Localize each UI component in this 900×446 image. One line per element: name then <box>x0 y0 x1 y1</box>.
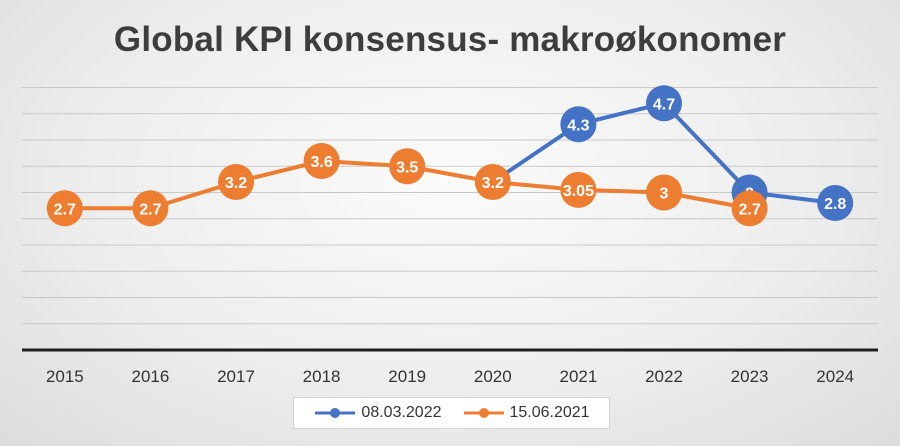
x-tick-label-2024: 2024 <box>816 367 854 386</box>
x-tick-label-2018: 2018 <box>303 367 341 386</box>
x-tick-label-2023: 2023 <box>731 367 769 386</box>
data-point <box>218 164 254 200</box>
data-label: 2.8 <box>824 196 846 213</box>
legend: 08.03.2022 15.06.2021 <box>293 397 610 429</box>
legend-label-series-2: 15.06.2021 <box>509 404 590 421</box>
legend-marker-series-2 <box>463 408 504 418</box>
data-label: 3.05 <box>563 183 594 200</box>
data-point <box>646 174 682 211</box>
series-2: 2.7 2.7 3.2 3.6 3.5 3.2 3.05 3 2.7 <box>46 143 768 227</box>
data-label: 3.2 <box>482 175 504 192</box>
data-point <box>560 106 597 143</box>
legend-marker-series-1 <box>315 408 356 418</box>
data-label: 3.6 <box>310 154 332 171</box>
data-point <box>46 190 83 227</box>
data-point <box>474 164 511 200</box>
data-point <box>731 190 768 227</box>
x-tick-label-2020: 2020 <box>474 367 512 386</box>
gridlines <box>22 87 878 325</box>
x-tick-label-2021: 2021 <box>559 367 597 386</box>
data-label: 4.7 <box>653 96 675 113</box>
x-tick-label-2016: 2016 <box>131 367 169 386</box>
x-tick-label-2017: 2017 <box>217 367 255 386</box>
data-label: 3.5 <box>396 159 418 176</box>
data-point <box>303 143 340 179</box>
data-label: 3 <box>660 186 669 203</box>
data-label: 2.7 <box>54 201 76 218</box>
x-tick-label-2015: 2015 <box>46 367 84 386</box>
legend-item-series-1: 08.03.2022 <box>313 404 442 422</box>
data-point <box>132 190 169 227</box>
x-tick-labels: 2015 2016 2017 2018 2019 2020 2021 2022 2023 2024 <box>46 367 854 386</box>
data-label: 3.2 <box>225 175 247 192</box>
series-layer: 4.3 4.7 3 2.8 2.7 2.7 3.2 3.6 3.5 3.2 3.05 3 2.7 <box>46 85 854 227</box>
data-point <box>389 148 426 185</box>
legend-label-series-1: 08.03.2022 <box>361 404 442 421</box>
data-point <box>560 171 597 208</box>
data-label: 4.3 <box>567 117 589 134</box>
x-tick-label-2019: 2019 <box>388 367 426 386</box>
data-point <box>646 85 682 122</box>
data-label: 2.7 <box>139 201 161 218</box>
data-point <box>817 185 854 221</box>
data-label: 2.7 <box>738 201 760 218</box>
x-tick-label-2022: 2022 <box>645 367 683 386</box>
legend-item-series-2: 15.06.2021 <box>462 404 590 422</box>
chart-title: Global KPI konsensus- makroøkonomer <box>113 20 787 59</box>
